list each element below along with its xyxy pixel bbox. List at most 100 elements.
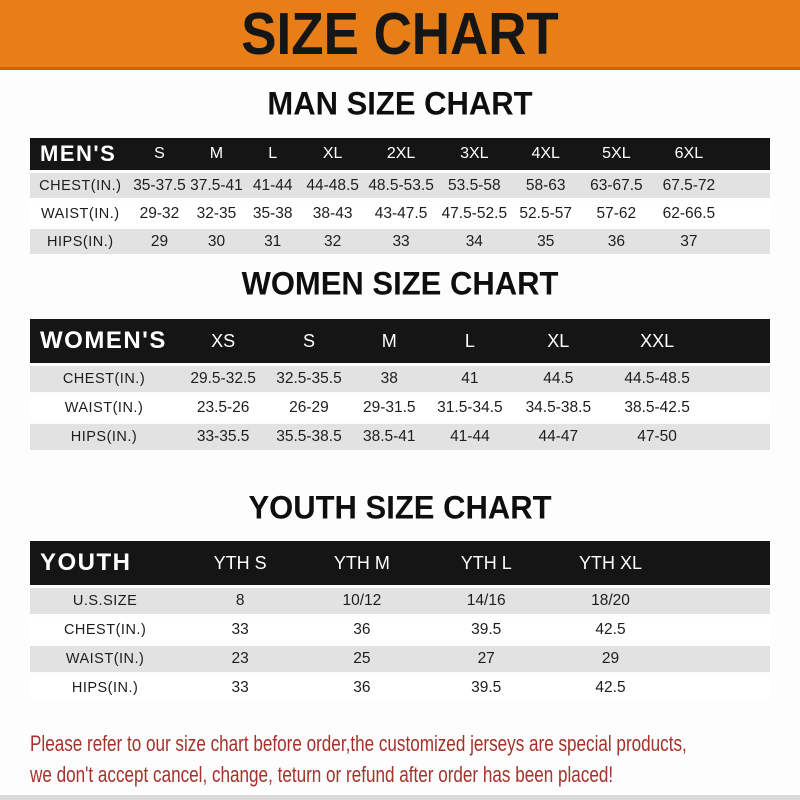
size-column-header: YTH S [180,541,301,585]
size-value-cell: 29.5-32.5 [178,366,269,392]
size-value-cell: 42.5 [548,675,673,701]
size-value-cell: 27 [423,646,549,672]
size-value-cell: 29 [130,229,189,254]
size-value-cell: 47-50 [605,424,709,450]
size-column-header: YTH L [423,541,549,585]
size-value-cell: 34.5-38.5 [510,395,606,421]
spacer-cell [725,201,770,226]
men-size-table: MEN'S S M L XL 2XL 3XL 4XL 5XL 6XL CHEST(IN.) 35-37… [30,135,770,257]
size-column-header: XL [510,319,606,363]
size-column-header: XS [178,319,269,363]
section-women: WOMEN SIZE CHART WOMEN'S XS S M L XL XXL CHEST(… [0,265,800,453]
size-value-cell: 47.5-52.5 [437,201,511,226]
men-section-heading: MAN SIZE CHART [267,85,533,122]
size-value-cell: 36 [300,675,424,701]
size-value-cell: 35 [510,229,581,254]
size-value-cell: 52.5-57 [510,201,581,226]
size-value-cell: 62-66.5 [652,201,726,226]
table-row: WAIST(IN.) 23.5-26 26-29 29-31.5 31.5-34.5 34… [30,395,770,421]
size-column-header: M [349,319,429,363]
size-column-header: S [130,138,189,170]
size-value-cell: 42.5 [548,617,673,643]
size-value-cell: 44-48.5 [300,173,365,198]
size-value-cell: 14/16 [423,588,549,614]
size-column-header: 6XL [652,138,726,170]
women-size-table: WOMEN'S XS S M L XL XXL CHEST(IN.) 29.5-32.5 32.5… [30,316,770,453]
measurement-row-label: CHEST(IN.) [30,173,131,198]
size-value-cell: 30 [188,229,245,254]
size-value-cell: 25 [300,646,424,672]
size-value-cell: 34 [437,229,511,254]
size-value-cell: 32-35 [188,201,245,226]
size-value-cell: 33 [364,229,438,254]
size-value-cell: 35-38 [244,201,301,226]
measurement-row-label: CHEST(IN.) [30,366,178,392]
size-value-cell: 39.5 [423,617,549,643]
table-header-row: MEN'S S M L XL 2XL 3XL 4XL 5XL 6XL [30,138,770,170]
table-header-row: YOUTH YTH S YTH M YTH L YTH XL [30,541,770,585]
table-row: HIPS(IN.) 33-35.5 35.5-38.5 38.5-41 41-44 44-… [30,424,770,450]
bottom-edge-strip [0,795,800,800]
size-column-header: 3XL [437,138,511,170]
measurement-row-label: HIPS(IN.) [30,229,131,254]
size-value-cell: 37 [652,229,726,254]
size-value-cell: 41-44 [244,173,301,198]
size-chart-banner: SIZE CHART [0,0,800,70]
size-value-cell: 31 [244,229,301,254]
size-value-cell: 23 [180,646,301,672]
size-value-cell: 43-47.5 [364,201,438,226]
size-column-header: 5XL [580,138,653,170]
size-value-cell: 23.5-26 [178,395,269,421]
measurement-row-label: WAIST(IN.) [30,201,131,226]
size-value-cell: 32 [300,229,365,254]
size-column-header: 4XL [510,138,581,170]
size-value-cell: 41 [428,366,511,392]
size-value-cell: 18/20 [548,588,673,614]
spacer-cell [725,138,770,170]
measurement-row-label: HIPS(IN.) [30,424,178,450]
size-value-cell: 38.5-42.5 [605,395,709,421]
size-value-cell: 33 [180,675,301,701]
spacer-cell [672,617,770,643]
spacer-cell [672,675,770,701]
disclaimer-line-1: Please refer to our size chart before or… [30,731,687,756]
size-column-header: XXL [605,319,709,363]
size-value-cell: 44.5 [510,366,606,392]
size-value-cell: 44.5-48.5 [605,366,709,392]
size-value-cell: 29-31.5 [349,395,429,421]
table-row: CHEST(IN.) 35-37.5 37.5-41 41-44 44-48.5 48.5… [30,173,770,198]
measurement-row-label: WAIST(IN.) [30,395,178,421]
table-row: CHEST(IN.) 33 36 39.5 42.5 [30,617,770,643]
table-row: WAIST(IN.) 23 25 27 29 [30,646,770,672]
size-column-header: YTH M [300,541,424,585]
size-value-cell: 38-43 [300,201,365,226]
table-group-label: YOUTH [30,541,181,585]
size-value-cell: 32.5-35.5 [268,366,350,392]
size-value-cell: 10/12 [300,588,424,614]
size-value-cell: 48.5-53.5 [364,173,438,198]
spacer-cell [725,173,770,198]
spacer-cell [672,541,770,585]
table-row: CHEST(IN.) 29.5-32.5 32.5-35.5 38 41 44.5 44.5… [30,366,770,392]
size-value-cell: 33 [180,617,301,643]
size-column-header: 2XL [364,138,438,170]
size-value-cell: 36 [300,617,424,643]
size-value-cell: 57-62 [580,201,653,226]
measurement-row-label: WAIST(IN.) [30,646,181,672]
size-value-cell: 35.5-38.5 [268,424,350,450]
measurement-row-label: HIPS(IN.) [30,675,181,701]
size-value-cell: 26-29 [268,395,350,421]
disclaimer-line-2: we don't accept cancel, change, teturn o… [30,762,614,787]
section-youth: YOUTH SIZE CHART YOUTH YTH S YTH M YTH L YTH… [0,490,800,704]
size-column-header: L [244,138,301,170]
women-section-heading: WOMEN SIZE CHART [241,265,559,302]
spacer-cell [725,229,770,254]
size-value-cell: 38.5-41 [349,424,429,450]
size-column-header: L [428,319,511,363]
table-row: U.S.SIZE 8 10/12 14/16 18/20 [30,588,770,614]
size-value-cell: 29-32 [130,201,189,226]
spacer-cell [708,424,770,450]
size-value-cell: 67.5-72 [652,173,726,198]
size-value-cell: 37.5-41 [188,173,245,198]
size-value-cell: 41-44 [428,424,511,450]
